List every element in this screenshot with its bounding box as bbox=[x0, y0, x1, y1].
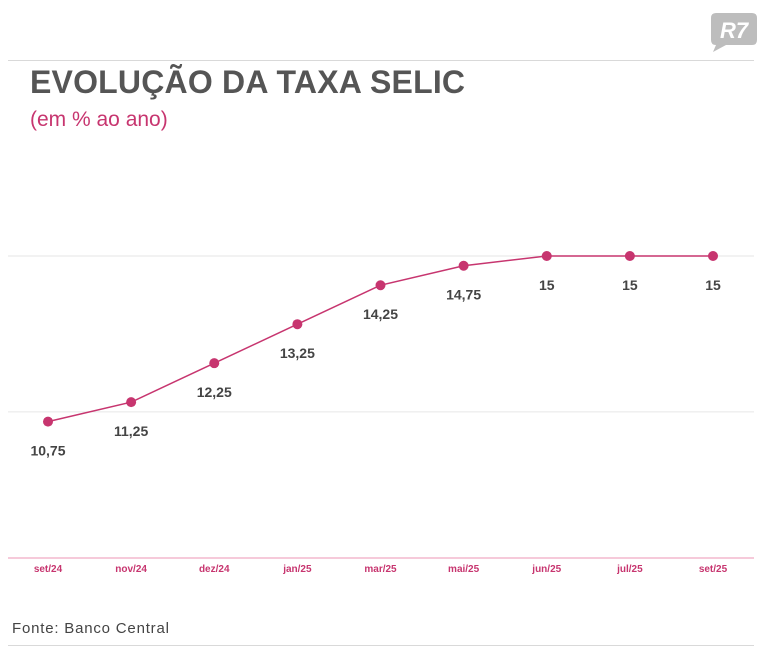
data-point-set/24 bbox=[43, 416, 53, 427]
data-label-set/24: 10,75 bbox=[30, 443, 65, 459]
x-tick-set/25: set/25 bbox=[699, 564, 728, 575]
x-tick-mar/25: mar/25 bbox=[364, 564, 397, 575]
data-point-jun/25 bbox=[541, 251, 552, 261]
chart-subtitle: (em % ao ano) bbox=[30, 108, 168, 131]
data-point-nov/24 bbox=[126, 397, 137, 408]
x-tick-jun/25: jun/25 bbox=[531, 564, 561, 575]
bottom-divider bbox=[8, 645, 754, 646]
data-point-mai/25 bbox=[458, 260, 469, 271]
data-label-mai/25: 14,75 bbox=[446, 287, 481, 303]
data-point-mar/25 bbox=[375, 280, 386, 291]
x-tick-jan/25: jan/25 bbox=[282, 564, 312, 575]
data-label-mar/25: 14,25 bbox=[363, 306, 398, 322]
data-point-jul/25 bbox=[624, 251, 635, 261]
data-label-dez/24: 12,25 bbox=[197, 384, 232, 400]
data-label-jun/25: 15 bbox=[539, 277, 555, 293]
logo-text: R7 bbox=[720, 18, 750, 43]
x-axis-ticks: set/24 nov/24 dez/24 jan/25 mar/25 mai/25 jun/… bbox=[34, 564, 728, 575]
data-points bbox=[43, 251, 718, 427]
grid-lines bbox=[8, 255, 754, 559]
data-label-jul/25: 15 bbox=[622, 277, 638, 293]
x-tick-set/24: set/24 bbox=[34, 564, 63, 575]
data-label-nov/24: 11,25 bbox=[114, 423, 148, 439]
x-tick-nov/24: nov/24 bbox=[115, 564, 147, 575]
source-note: Fonte: Banco Central bbox=[12, 620, 170, 637]
data-labels: 10,75 11,25 12,25 13,25 14,25 14,75 15 15 15 bbox=[30, 277, 721, 459]
data-point-set/25 bbox=[708, 251, 718, 261]
top-divider bbox=[8, 60, 754, 61]
data-point-jan/25 bbox=[292, 319, 303, 330]
r7-logo: R7 bbox=[711, 13, 757, 52]
data-label-set/25: 15 bbox=[705, 277, 721, 293]
data-point-dez/24 bbox=[209, 358, 220, 369]
chart-title: EVOLUÇÃO DA TAXA SELIC bbox=[30, 64, 466, 100]
x-tick-jul/25: jul/25 bbox=[616, 564, 643, 575]
x-tick-dez/24: dez/24 bbox=[199, 564, 230, 575]
x-tick-mai/25: mai/25 bbox=[448, 564, 480, 575]
data-label-jan/25: 13,25 bbox=[280, 345, 315, 361]
